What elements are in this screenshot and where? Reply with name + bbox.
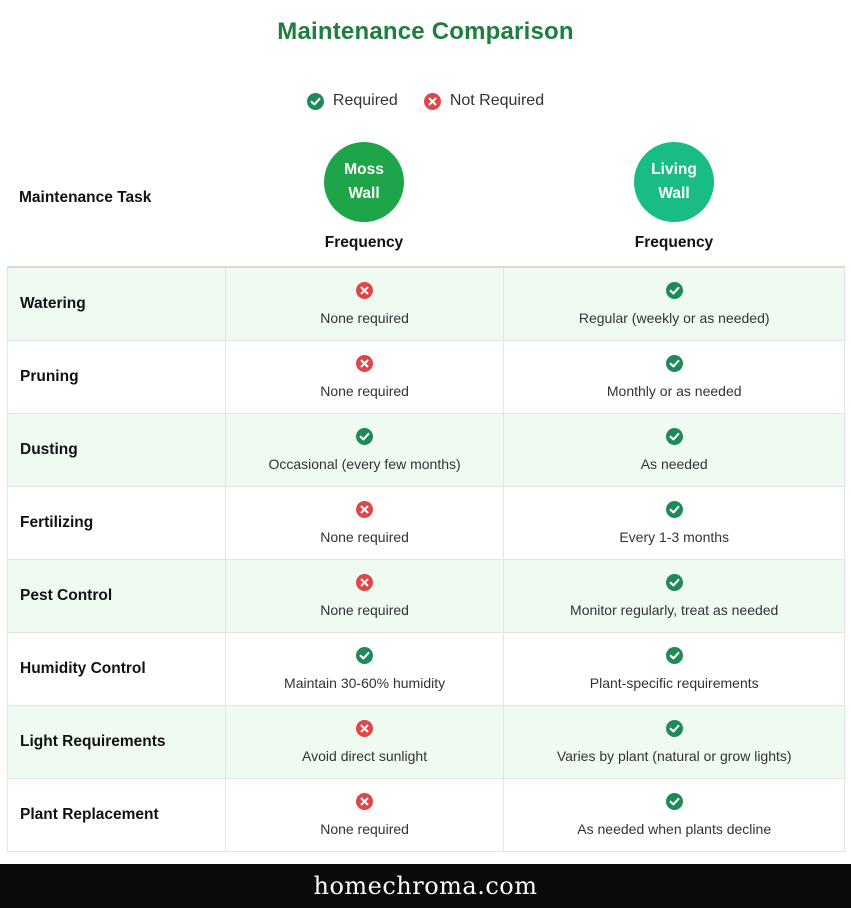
table-header: Maintenance Task Moss Wall Frequency Liv… [7, 130, 845, 267]
living-frequency-cell: As needed when plants decline [504, 779, 845, 851]
task-cell: Plant Replacement [8, 779, 226, 851]
cross-icon [356, 793, 374, 810]
legend-label-not-required: Not Required [449, 92, 545, 109]
moss-badge-line1: Moss [344, 161, 384, 178]
living-frequency-cell: As needed [504, 414, 845, 486]
table-row: Watering None required Regular (weekly or … [8, 268, 845, 341]
table-row: Humidity Control Maintain 30-60% humidity… [8, 633, 845, 706]
moss-frequency-cell: Avoid direct sunlight [226, 706, 505, 778]
check-icon [665, 355, 683, 372]
living-frequency-cell: Monthly or as needed [504, 341, 845, 413]
task-cell: Light Requirements [8, 706, 226, 778]
moss-column-header: Moss Wall Frequency [304, 142, 424, 252]
cross-icon [356, 720, 374, 737]
check-icon [665, 574, 683, 591]
moss-wall-badge: Moss Wall [324, 142, 404, 222]
living-badge-line1: Living [651, 161, 697, 178]
task-cell: Watering [8, 268, 226, 340]
living-frequency-cell: Plant-specific requirements [504, 633, 845, 705]
comparison-table: Watering None required Regular (weekly or … [7, 266, 845, 852]
check-icon [665, 501, 683, 518]
living-frequency-text: Regular (weekly or as needed) [578, 310, 770, 326]
table-row: Pest Control None required Monitor regular… [8, 560, 845, 633]
task-cell: Pruning [8, 341, 226, 413]
task-cell: Fertilizing [8, 487, 226, 559]
living-frequency-text: As needed when plants decline [577, 821, 772, 837]
task-cell: Humidity Control [8, 633, 226, 705]
footer-brand: homechroma.com [0, 864, 851, 908]
task-cell: Dusting [8, 414, 226, 486]
living-frequency-cell: Varies by plant (natural or grow lights) [504, 706, 845, 778]
table-row: Light Requirements Avoid direct sunlight V… [8, 706, 845, 779]
moss-frequency-text: None required [320, 383, 409, 399]
living-frequency-text: Monthly or as needed [606, 383, 742, 399]
moss-frequency-text: None required [320, 602, 409, 618]
table-row: Pruning None required Monthly or as needed [8, 341, 845, 414]
check-icon [356, 428, 374, 445]
living-frequency-text: Monitor regularly, treat as needed [570, 602, 779, 618]
living-frequency-text: Plant-specific requirements [589, 675, 759, 691]
moss-frequency-cell: None required [226, 779, 505, 851]
check-icon [665, 793, 683, 810]
cross-icon [356, 355, 374, 372]
legend-item-required: Required [306, 92, 398, 110]
moss-frequency-cell: None required [226, 487, 505, 559]
living-column-header: Living Wall Frequency [614, 142, 734, 252]
moss-frequency-cell: None required [226, 560, 505, 632]
check-icon [665, 282, 683, 299]
living-frequency-cell: Regular (weekly or as needed) [504, 268, 845, 340]
legend-item-not-required: Not Required [423, 92, 545, 110]
moss-frequency-text: Avoid direct sunlight [302, 748, 428, 764]
living-frequency-text: As needed [640, 456, 708, 472]
living-frequency-text: Every 1-3 months [619, 529, 730, 545]
cross-icon [356, 501, 374, 518]
check-icon [356, 647, 374, 664]
task-cell: Pest Control [8, 560, 226, 632]
moss-frequency-label: Frequency [324, 234, 404, 251]
moss-frequency-cell: Maintain 30-60% humidity [226, 633, 505, 705]
table-row: Dusting Occasional (every few months) As n… [8, 414, 845, 487]
legend: Required Not Required [0, 92, 851, 110]
check-icon [665, 647, 683, 664]
living-frequency-cell: Monitor regularly, treat as needed [504, 560, 845, 632]
moss-frequency-cell: None required [226, 341, 505, 413]
moss-frequency-text: Maintain 30-60% humidity [284, 675, 446, 691]
moss-frequency-text: None required [320, 529, 409, 545]
check-icon [665, 428, 683, 445]
living-frequency-text: Varies by plant (natural or grow lights) [556, 748, 792, 764]
cross-icon [356, 282, 374, 299]
table-row: Plant Replacement None required As needed … [8, 779, 845, 852]
living-frequency-label: Frequency [634, 234, 714, 251]
living-wall-badge: Living Wall [634, 142, 714, 222]
cross-icon [423, 92, 441, 110]
chart-title: Maintenance Comparison [277, 18, 574, 45]
living-badge-line2: Wall [658, 185, 690, 202]
living-frequency-cell: Every 1-3 months [504, 487, 845, 559]
cross-icon [356, 574, 374, 591]
moss-frequency-text: None required [320, 821, 409, 837]
task-column-header: Maintenance Task [19, 189, 152, 206]
moss-frequency-text: None required [320, 310, 409, 326]
check-icon [306, 92, 324, 110]
moss-frequency-cell: None required [226, 268, 505, 340]
moss-frequency-cell: Occasional (every few months) [226, 414, 505, 486]
legend-label-required: Required [332, 92, 398, 109]
check-icon [665, 720, 683, 737]
moss-badge-line2: Wall [348, 185, 380, 202]
moss-frequency-text: Occasional (every few months) [268, 456, 461, 472]
table-row: Fertilizing None required Every 1-3 months [8, 487, 845, 560]
